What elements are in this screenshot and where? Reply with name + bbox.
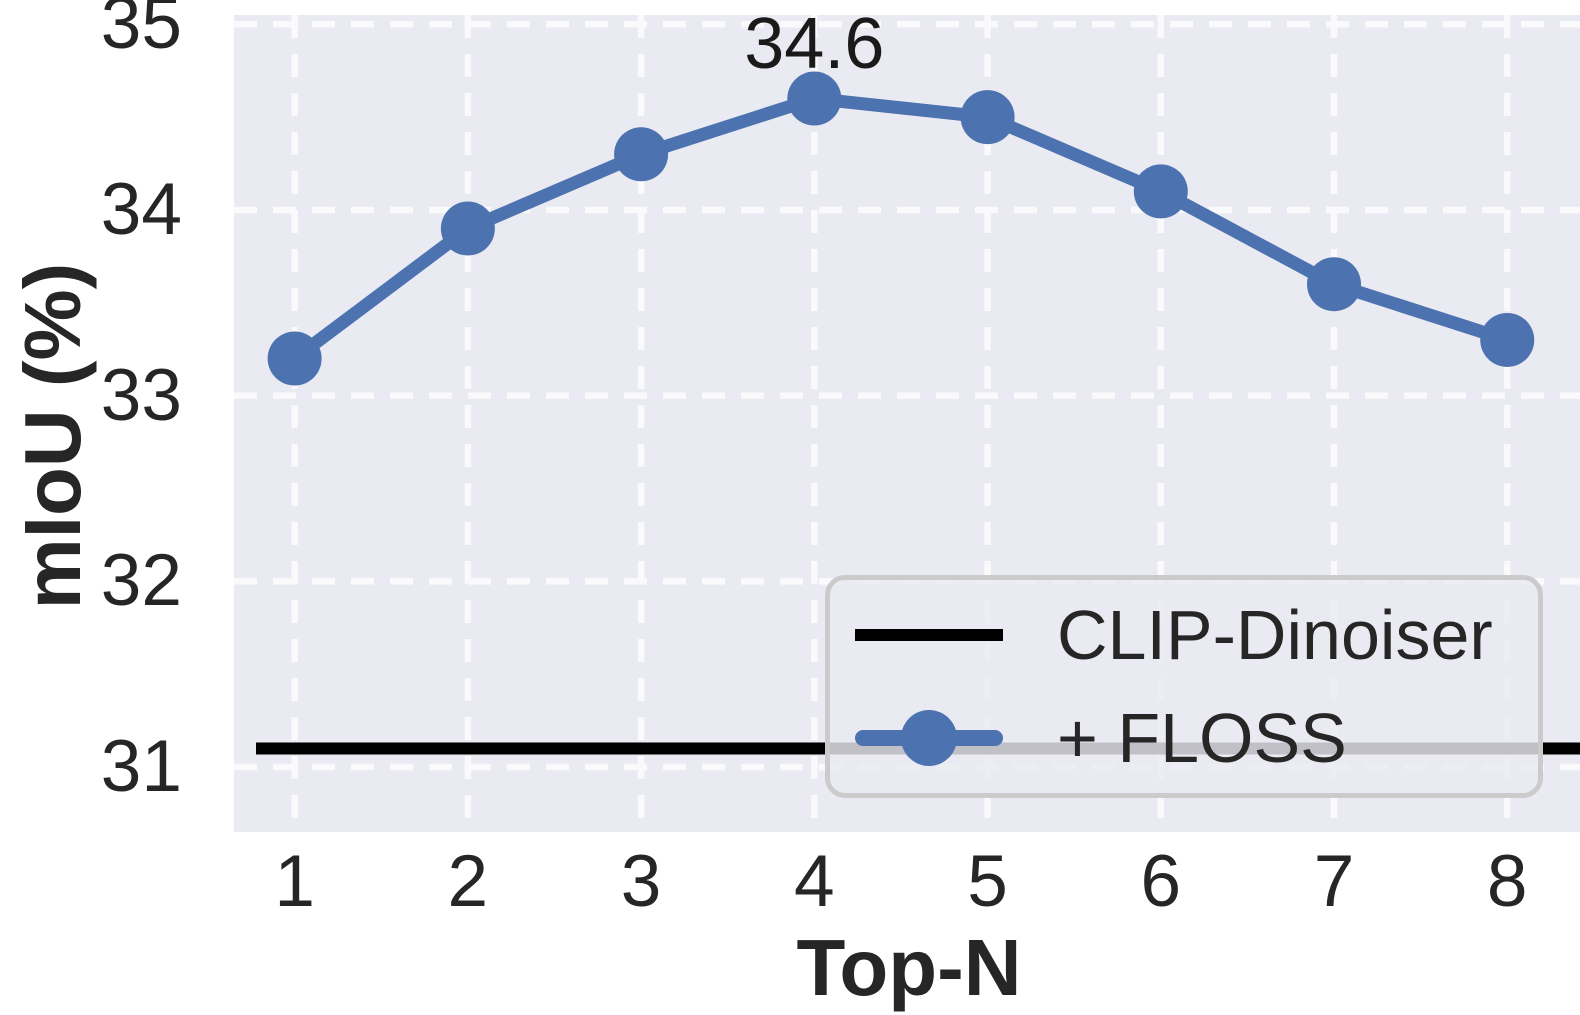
legend-swatch-floss bbox=[855, 703, 1003, 773]
x-tick-label: 4 bbox=[794, 841, 835, 922]
legend-label-floss: + FLOSS bbox=[1057, 699, 1347, 777]
blue-marker-swatch-icon bbox=[901, 710, 957, 766]
y-tick-label: 31 bbox=[100, 726, 182, 807]
y-tick-label: 33 bbox=[100, 354, 182, 436]
y-tick-label: 34 bbox=[100, 168, 182, 250]
x-tick-label: 6 bbox=[1140, 841, 1182, 922]
legend-item-clip-dinoiser: CLIP-Dinoiser bbox=[855, 584, 1538, 687]
legend-item-floss: + FLOSS bbox=[855, 687, 1538, 790]
floss-line bbox=[290, 92, 1510, 364]
x-tick-label: 7 bbox=[1313, 841, 1355, 922]
x-axis-label: Top-N bbox=[796, 923, 1022, 1012]
data-point-marker bbox=[1480, 312, 1535, 367]
x-tick-label: 5 bbox=[967, 841, 1008, 922]
y-tick-label: 35 bbox=[100, 0, 182, 65]
x-tick-label: 3 bbox=[620, 841, 662, 922]
x-tick-label: 8 bbox=[1486, 841, 1528, 922]
data-point-marker bbox=[440, 201, 495, 256]
legend-label-clip-dinoiser: CLIP-Dinoiser bbox=[1057, 596, 1493, 674]
data-point-marker bbox=[960, 90, 1015, 145]
data-point-marker bbox=[1307, 257, 1362, 312]
x-tick-label: 2 bbox=[447, 841, 489, 922]
data-point-marker bbox=[614, 127, 669, 182]
plot-area: 34.6 CLIP-Dinoiser + FLOSS bbox=[234, 8, 1580, 832]
data-point-marker bbox=[787, 71, 842, 126]
data-point-marker bbox=[1133, 164, 1188, 219]
legend-swatch-clip-dinoiser bbox=[855, 600, 1003, 670]
data-point-marker bbox=[267, 331, 322, 386]
peak-annotation: 34.6 bbox=[744, 3, 885, 84]
x-tick-label: 1 bbox=[274, 841, 315, 922]
legend: CLIP-Dinoiser + FLOSS bbox=[825, 575, 1543, 798]
black-line-swatch-icon bbox=[855, 629, 1003, 641]
y-tick-label: 32 bbox=[100, 540, 182, 622]
